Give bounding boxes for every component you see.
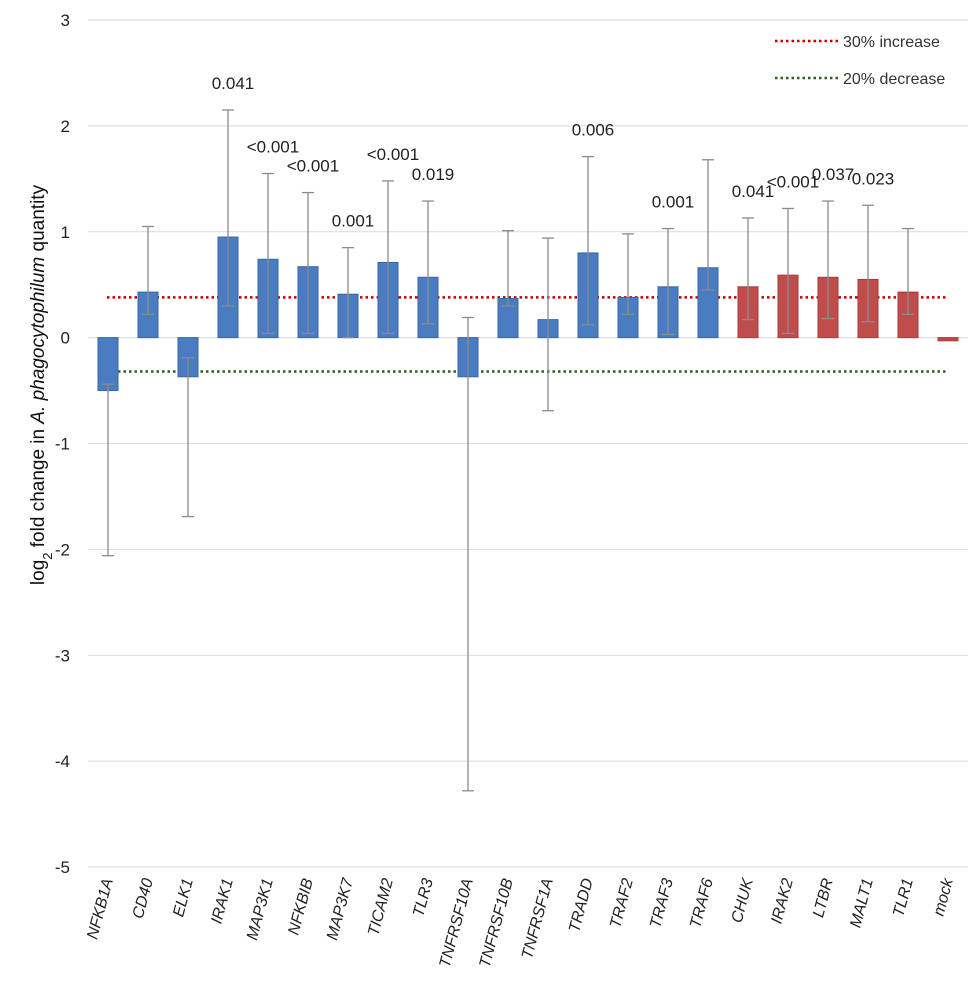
category-label: TLR1: [890, 877, 917, 919]
category-label: TNFRSF10A: [437, 877, 477, 970]
y-label-text: log: [28, 560, 49, 585]
category-label: MALT1: [847, 877, 876, 930]
bars: [97, 236, 959, 392]
p-value-label: 0.041: [732, 182, 775, 201]
p-value-label: 0.001: [332, 212, 375, 231]
category-label: LTBR: [810, 876, 837, 919]
y-tick-label: 1: [61, 223, 70, 242]
y-tick-label: -4: [55, 752, 70, 771]
category-label: MAP3K7: [324, 876, 357, 942]
category-label: TICAM2: [365, 877, 397, 938]
gridlines: [88, 19, 968, 868]
reference-lines: [107, 296, 948, 373]
category-label: TNFRSF10B: [477, 876, 517, 969]
y-tick-label: 3: [61, 11, 70, 30]
p-value-label: 0.041: [212, 74, 255, 93]
p-value-label: <0.001: [367, 145, 419, 164]
y-label-species: A. phagocytophilum: [28, 257, 49, 425]
p-value-label: <0.001: [767, 172, 819, 191]
category-label: IRAK2: [768, 877, 796, 926]
category-label: CHUK: [729, 875, 757, 924]
y-tick-label: 0: [61, 329, 70, 348]
y-tick-label: -5: [55, 858, 70, 877]
category-label: NFKB1A: [84, 877, 117, 942]
category-label: TRAF3: [647, 877, 677, 930]
bar: [937, 337, 959, 342]
p-value-label: 0.001: [652, 193, 695, 212]
significance-labels: 0.041<0.001<0.0010.001<0.0010.0190.0060.…: [212, 74, 895, 231]
error-bars: [102, 109, 914, 792]
category-label: MAP3K1: [244, 877, 277, 942]
category-label: TLR3: [410, 877, 437, 919]
p-value-label: <0.001: [287, 157, 339, 176]
y-axis-label: log2 fold change in A. phagocytophilum q…: [28, 184, 55, 585]
y-label-text: quantity: [28, 184, 49, 256]
category-label: CD40: [130, 877, 157, 921]
legend-label: 20% decrease: [843, 71, 945, 88]
p-value-label: 0.006: [572, 121, 615, 140]
y-tick-label: 2: [61, 117, 70, 136]
category-label: mock: [931, 876, 958, 918]
category-label: TRAF2: [607, 877, 637, 930]
category-label: NFKBIB: [285, 876, 316, 937]
category-label: ELK1: [170, 877, 197, 919]
y-label-text: fold change in: [28, 424, 49, 553]
legend-label: 30% increase: [843, 34, 940, 51]
p-value-label: 0.037: [812, 165, 855, 184]
bar: [97, 337, 119, 392]
legend: 30% increase 20% decrease: [775, 34, 945, 88]
category-label: IRAK1: [208, 877, 236, 926]
y-axis-ticks: 3 2 1 0 -1 -2 -3 -4 -5: [55, 11, 70, 877]
category-label: TNFRSF1A: [519, 877, 557, 961]
y-tick-label: -1: [55, 435, 70, 454]
category-label: TRAF6: [687, 877, 717, 930]
x-axis-category-labels: NFKB1A CD40 ELK1 IRAK1 MAP3K1 NFKBIB MAP3K7 TIC…: [84, 875, 957, 969]
p-value-label: <0.001: [247, 138, 299, 157]
p-value-label: 0.023: [852, 169, 895, 188]
y-label-subscript: 2: [40, 553, 55, 560]
category-label: TRADD: [566, 876, 597, 934]
y-tick-label: -2: [55, 540, 70, 559]
p-value-label: 0.019: [412, 165, 455, 184]
y-tick-label: -3: [55, 646, 70, 665]
